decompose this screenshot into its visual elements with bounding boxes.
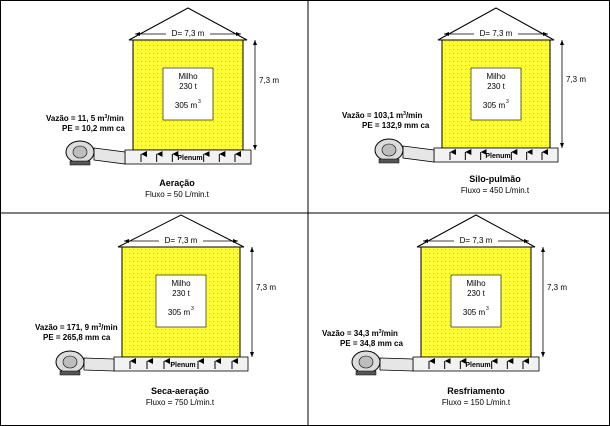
vazao-value: Vazão = 171, 9 m — [35, 323, 98, 332]
height-label: 7,3 m — [547, 283, 567, 292]
content-volume: 305 m — [483, 101, 506, 110]
diameter-label-bg — [166, 28, 210, 38]
content-mass: 230 t — [487, 82, 506, 91]
content-volume: 305 m — [168, 308, 191, 317]
content-info-box — [470, 67, 522, 121]
content-name: Milho — [466, 279, 486, 288]
vazao-exponent: 3 — [104, 114, 107, 120]
panel-title: Aeração — [159, 178, 195, 188]
vazao-label: Vazão = 103,1 m3/min — [342, 111, 422, 120]
fan-rotor — [72, 145, 88, 159]
vazao-unit: /min — [381, 329, 398, 338]
height-arrow-bottom — [250, 352, 254, 357]
diameter-arrow-right — [236, 32, 241, 36]
diameter-label: D= 7,3 m — [172, 29, 205, 38]
vazao-exponent: 3 — [379, 329, 382, 335]
content-info-box — [162, 67, 214, 121]
plenum-label: Plenum — [485, 153, 510, 160]
content-name: Milho — [178, 72, 198, 81]
pressure-label: PE = 132,9 mm ca — [362, 121, 430, 130]
content-volume-exponent: 3 — [198, 99, 201, 105]
fan-stand — [59, 370, 81, 376]
content-volume-exponent: 3 — [486, 306, 489, 312]
vazao-value: Vazão = 34,3 m — [322, 329, 379, 338]
vazao-label: Vazão = 34,3 m3/min — [322, 329, 398, 338]
fan-stand — [355, 370, 377, 376]
diameter-label-bg — [474, 28, 518, 38]
height-arrow-top — [253, 40, 257, 45]
diameter-label-bg — [454, 235, 498, 245]
height-arrow-bottom — [253, 145, 257, 150]
panel-title: Seca-aeração — [151, 386, 210, 396]
fan-rotor — [381, 143, 397, 157]
content-info-box — [155, 274, 207, 328]
content-name: Milho — [171, 279, 191, 288]
content-mass: 230 t — [467, 289, 486, 298]
pressure-label: PE = 265,8 mm ca — [43, 333, 111, 342]
diameter-label: D= 7,3 m — [460, 236, 493, 245]
height-label: 7,3 m — [259, 76, 279, 85]
flow-label: Fluxo = 450 L/min.t — [461, 186, 530, 195]
diameter-label: D= 7,3 m — [165, 236, 198, 245]
plenum-label: Plenum — [177, 155, 202, 162]
fan-duct — [379, 357, 414, 372]
content-volume-exponent: 3 — [506, 99, 509, 105]
diameter-arrow-left — [423, 239, 428, 243]
panel-title: Resfriamento — [447, 386, 505, 396]
flow-label: Fluxo = 150 L/min.t — [442, 398, 511, 407]
height-arrow-top — [250, 247, 254, 252]
pressure-label: PE = 34,8 mm ca — [340, 339, 403, 348]
pressure-label: PE = 10,2 mm ca — [62, 124, 125, 133]
diameter-arrow-right — [524, 239, 529, 243]
content-mass: 230 t — [179, 82, 198, 91]
diameter-arrow-left — [124, 239, 129, 243]
content-volume: 305 m — [175, 101, 198, 110]
fan-rotor — [62, 355, 78, 369]
panel-title: Silo-pulmão — [469, 174, 521, 184]
height-label: 7,3 m — [256, 283, 276, 292]
plenum-label: Plenum — [170, 362, 195, 369]
flow-label: Fluxo = 50 L/min.t — [145, 190, 210, 199]
vazao-unit: /min — [107, 114, 124, 123]
content-info-box — [450, 274, 502, 328]
content-mass: 230 t — [172, 289, 191, 298]
fan-duct — [93, 147, 126, 165]
fan-duct — [402, 145, 435, 163]
flow-label: Fluxo = 750 L/min.t — [146, 398, 215, 407]
diameter-arrow-left — [444, 32, 449, 36]
height-arrow-bottom — [560, 143, 564, 148]
height-label: 7,3 m — [566, 75, 586, 84]
vazao-exponent: 3 — [403, 111, 406, 117]
plenum-label: Plenum — [465, 362, 490, 369]
diameter-label: D= 7,3 m — [480, 29, 513, 38]
height-arrow-top — [541, 247, 545, 252]
fan-stand — [69, 160, 91, 166]
vazao-label: Vazão = 11, 5 m3/min — [46, 114, 124, 123]
diameter-arrow-right — [233, 239, 238, 243]
height-arrow-top — [560, 40, 564, 45]
content-volume-exponent: 3 — [191, 306, 194, 312]
fan-stand — [378, 158, 400, 164]
vazao-unit: /min — [406, 111, 423, 120]
content-volume: 305 m — [463, 308, 486, 317]
vazao-value: Vazão = 11, 5 m — [46, 114, 104, 123]
fan-duct — [83, 357, 115, 372]
vazao-unit: /min — [101, 323, 118, 332]
vazao-value: Vazão = 103,1 m — [342, 111, 403, 120]
vazao-label: Vazão = 171, 9 m3/min — [35, 323, 118, 332]
diameter-label-bg — [159, 235, 203, 245]
content-name: Milho — [486, 72, 506, 81]
diameter-arrow-right — [543, 32, 548, 36]
fan-rotor — [358, 355, 374, 369]
vazao-exponent: 3 — [98, 323, 101, 329]
height-arrow-bottom — [541, 352, 545, 357]
diameter-arrow-left — [135, 32, 140, 36]
